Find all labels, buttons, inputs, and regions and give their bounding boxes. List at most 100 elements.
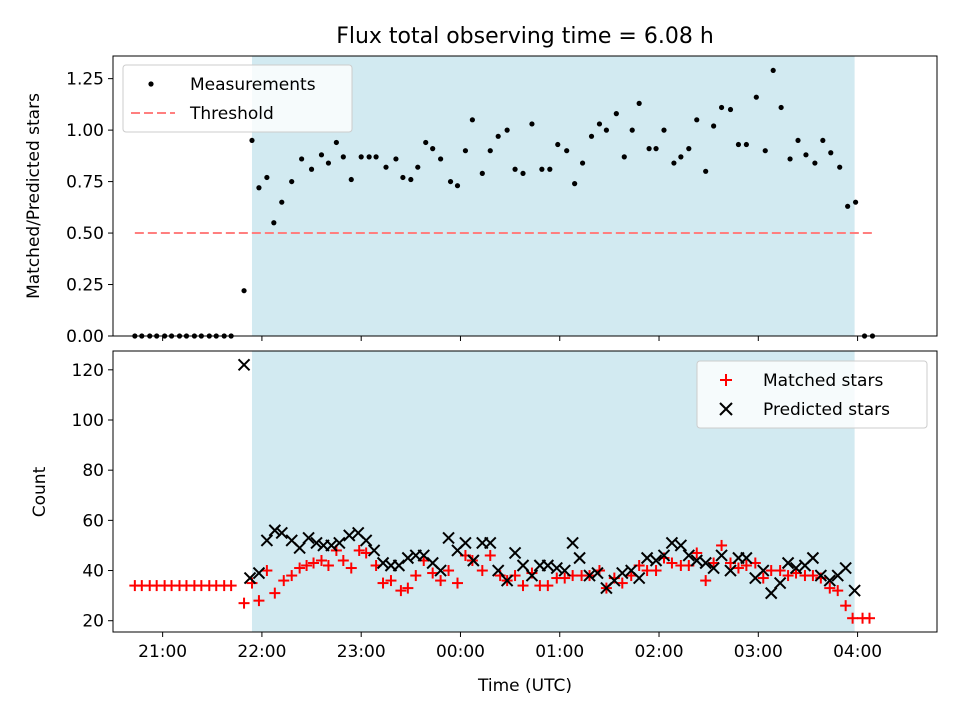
measurement-point: [803, 152, 809, 158]
predicted-star-marker: [467, 554, 480, 567]
matched-star-marker: [345, 562, 357, 574]
measurement-point: [778, 104, 784, 111]
matched-star-marker: [700, 575, 712, 587]
predicted-star-marker: [359, 534, 373, 547]
matched-star-marker: [559, 572, 571, 584]
predicted-star-marker: [781, 556, 795, 570]
measurement-point: [787, 156, 793, 162]
legend-predicted-label: Predicted stars: [763, 400, 890, 420]
matched-star-marker: [385, 575, 397, 587]
matched-star-marker: [353, 544, 365, 556]
matched-star-marker: [847, 612, 859, 624]
measurement-point: [845, 203, 851, 209]
matched-star-marker: [315, 554, 327, 566]
measurement-point: [564, 148, 570, 154]
measurement-point: [408, 176, 414, 183]
matched-star-marker: [691, 547, 703, 559]
predicted-star-marker: [823, 574, 836, 587]
predicted-star-marker: [765, 586, 778, 600]
predicted-star-marker: [724, 564, 737, 577]
predicted-star-marker: [649, 554, 663, 567]
predicted-star-marker: [500, 574, 514, 587]
measurement-point: [711, 123, 717, 129]
measurement-point: [469, 117, 475, 123]
bottom-y-tick-label: 120: [72, 361, 104, 381]
top-y-tick-label: 1.25: [66, 70, 104, 90]
matched-star-marker: [774, 565, 786, 577]
predicted-star-marker: [550, 561, 563, 575]
predicted-star-marker: [484, 536, 497, 550]
measurement-point: [837, 164, 843, 170]
figure-title: Flux total observing time = 6.08 h: [336, 24, 714, 49]
measurement-point: [852, 199, 859, 205]
predicted-star-marker: [260, 534, 274, 547]
predicted-star-marker: [401, 551, 415, 565]
top-panel-frame: [112, 55, 938, 337]
x-axis-label: Time (UTC): [477, 676, 572, 696]
predicted-star-marker: [243, 571, 257, 585]
measurement-point: [661, 127, 667, 133]
measurement-point: [743, 141, 749, 148]
predicted-star-marker: [640, 551, 654, 565]
measurement-point: [678, 154, 684, 160]
predicted-star-marker: [442, 531, 455, 545]
predicted-star-marker: [789, 561, 803, 575]
measurement-point: [727, 106, 734, 113]
legend-predicted-marker: [719, 402, 733, 416]
measurement-point: [579, 160, 586, 166]
matched-star-marker: [322, 560, 334, 572]
measurement-point: [703, 168, 709, 174]
measurement-point: [318, 152, 325, 158]
measurement-point: [718, 104, 725, 111]
legend-matched-marker: [720, 374, 732, 386]
measurement-point: [812, 160, 818, 166]
measurement-point: [271, 220, 277, 226]
top-y-tick-label: 0.25: [66, 276, 104, 296]
predicted-star-marker: [707, 561, 720, 575]
top-legend-box: [122, 64, 353, 133]
matched-star-marker: [269, 587, 281, 599]
measurement-point: [694, 117, 700, 123]
matched-star-marker: [443, 565, 455, 577]
measurement-point: [479, 170, 485, 176]
predicted-star-marker: [740, 551, 753, 565]
measurement-point: [308, 166, 315, 172]
predicted-star-marker: [376, 556, 390, 570]
predicted-star-marker: [541, 559, 555, 572]
predicted-star-marker: [508, 546, 522, 560]
predicted-star-marker: [839, 561, 852, 575]
predicted-star-marker: [814, 569, 828, 582]
legend-matched-label: Matched stars: [763, 371, 883, 391]
matched-star-marker: [476, 565, 488, 577]
measurement-point: [299, 156, 305, 162]
measurement-point: [588, 133, 595, 139]
measurement-point: [289, 178, 295, 185]
matched-star-marker: [732, 562, 744, 574]
matched-star-marker: [716, 539, 728, 551]
matched-star-marker: [278, 575, 290, 587]
measurement-point: [415, 164, 421, 170]
measurement-point: [462, 148, 469, 154]
matched-star-marker: [301, 560, 313, 572]
predicted-star-marker: [302, 531, 315, 545]
measurement-point: [629, 127, 635, 133]
measurement-point: [325, 160, 332, 166]
bottom-panel: 20 40 60 80 100 120 21:00 22:00 23:00 00:00 01:00…: [30, 350, 938, 696]
measurement-point: [279, 199, 285, 205]
x-tick-label: 23:00: [337, 642, 386, 662]
matched-star-marker: [451, 577, 463, 589]
measurement-point: [753, 94, 759, 100]
top-y-tick-label: 0.50: [66, 224, 104, 244]
matched-star-marker: [377, 577, 389, 589]
matched-star-marker: [840, 600, 852, 612]
matched-star-marker: [650, 565, 662, 577]
predicted-star-marker: [773, 576, 787, 590]
predicted-star-marker: [293, 541, 306, 555]
measurement-point: [495, 133, 501, 139]
matched-star-marker: [286, 570, 298, 582]
bottom-y-tick-label: 80: [82, 461, 104, 481]
measurement-point: [572, 181, 578, 187]
matched-star-marker: [435, 575, 447, 587]
x-tick-label: 02:00: [635, 642, 684, 662]
measurement-point: [454, 183, 461, 189]
